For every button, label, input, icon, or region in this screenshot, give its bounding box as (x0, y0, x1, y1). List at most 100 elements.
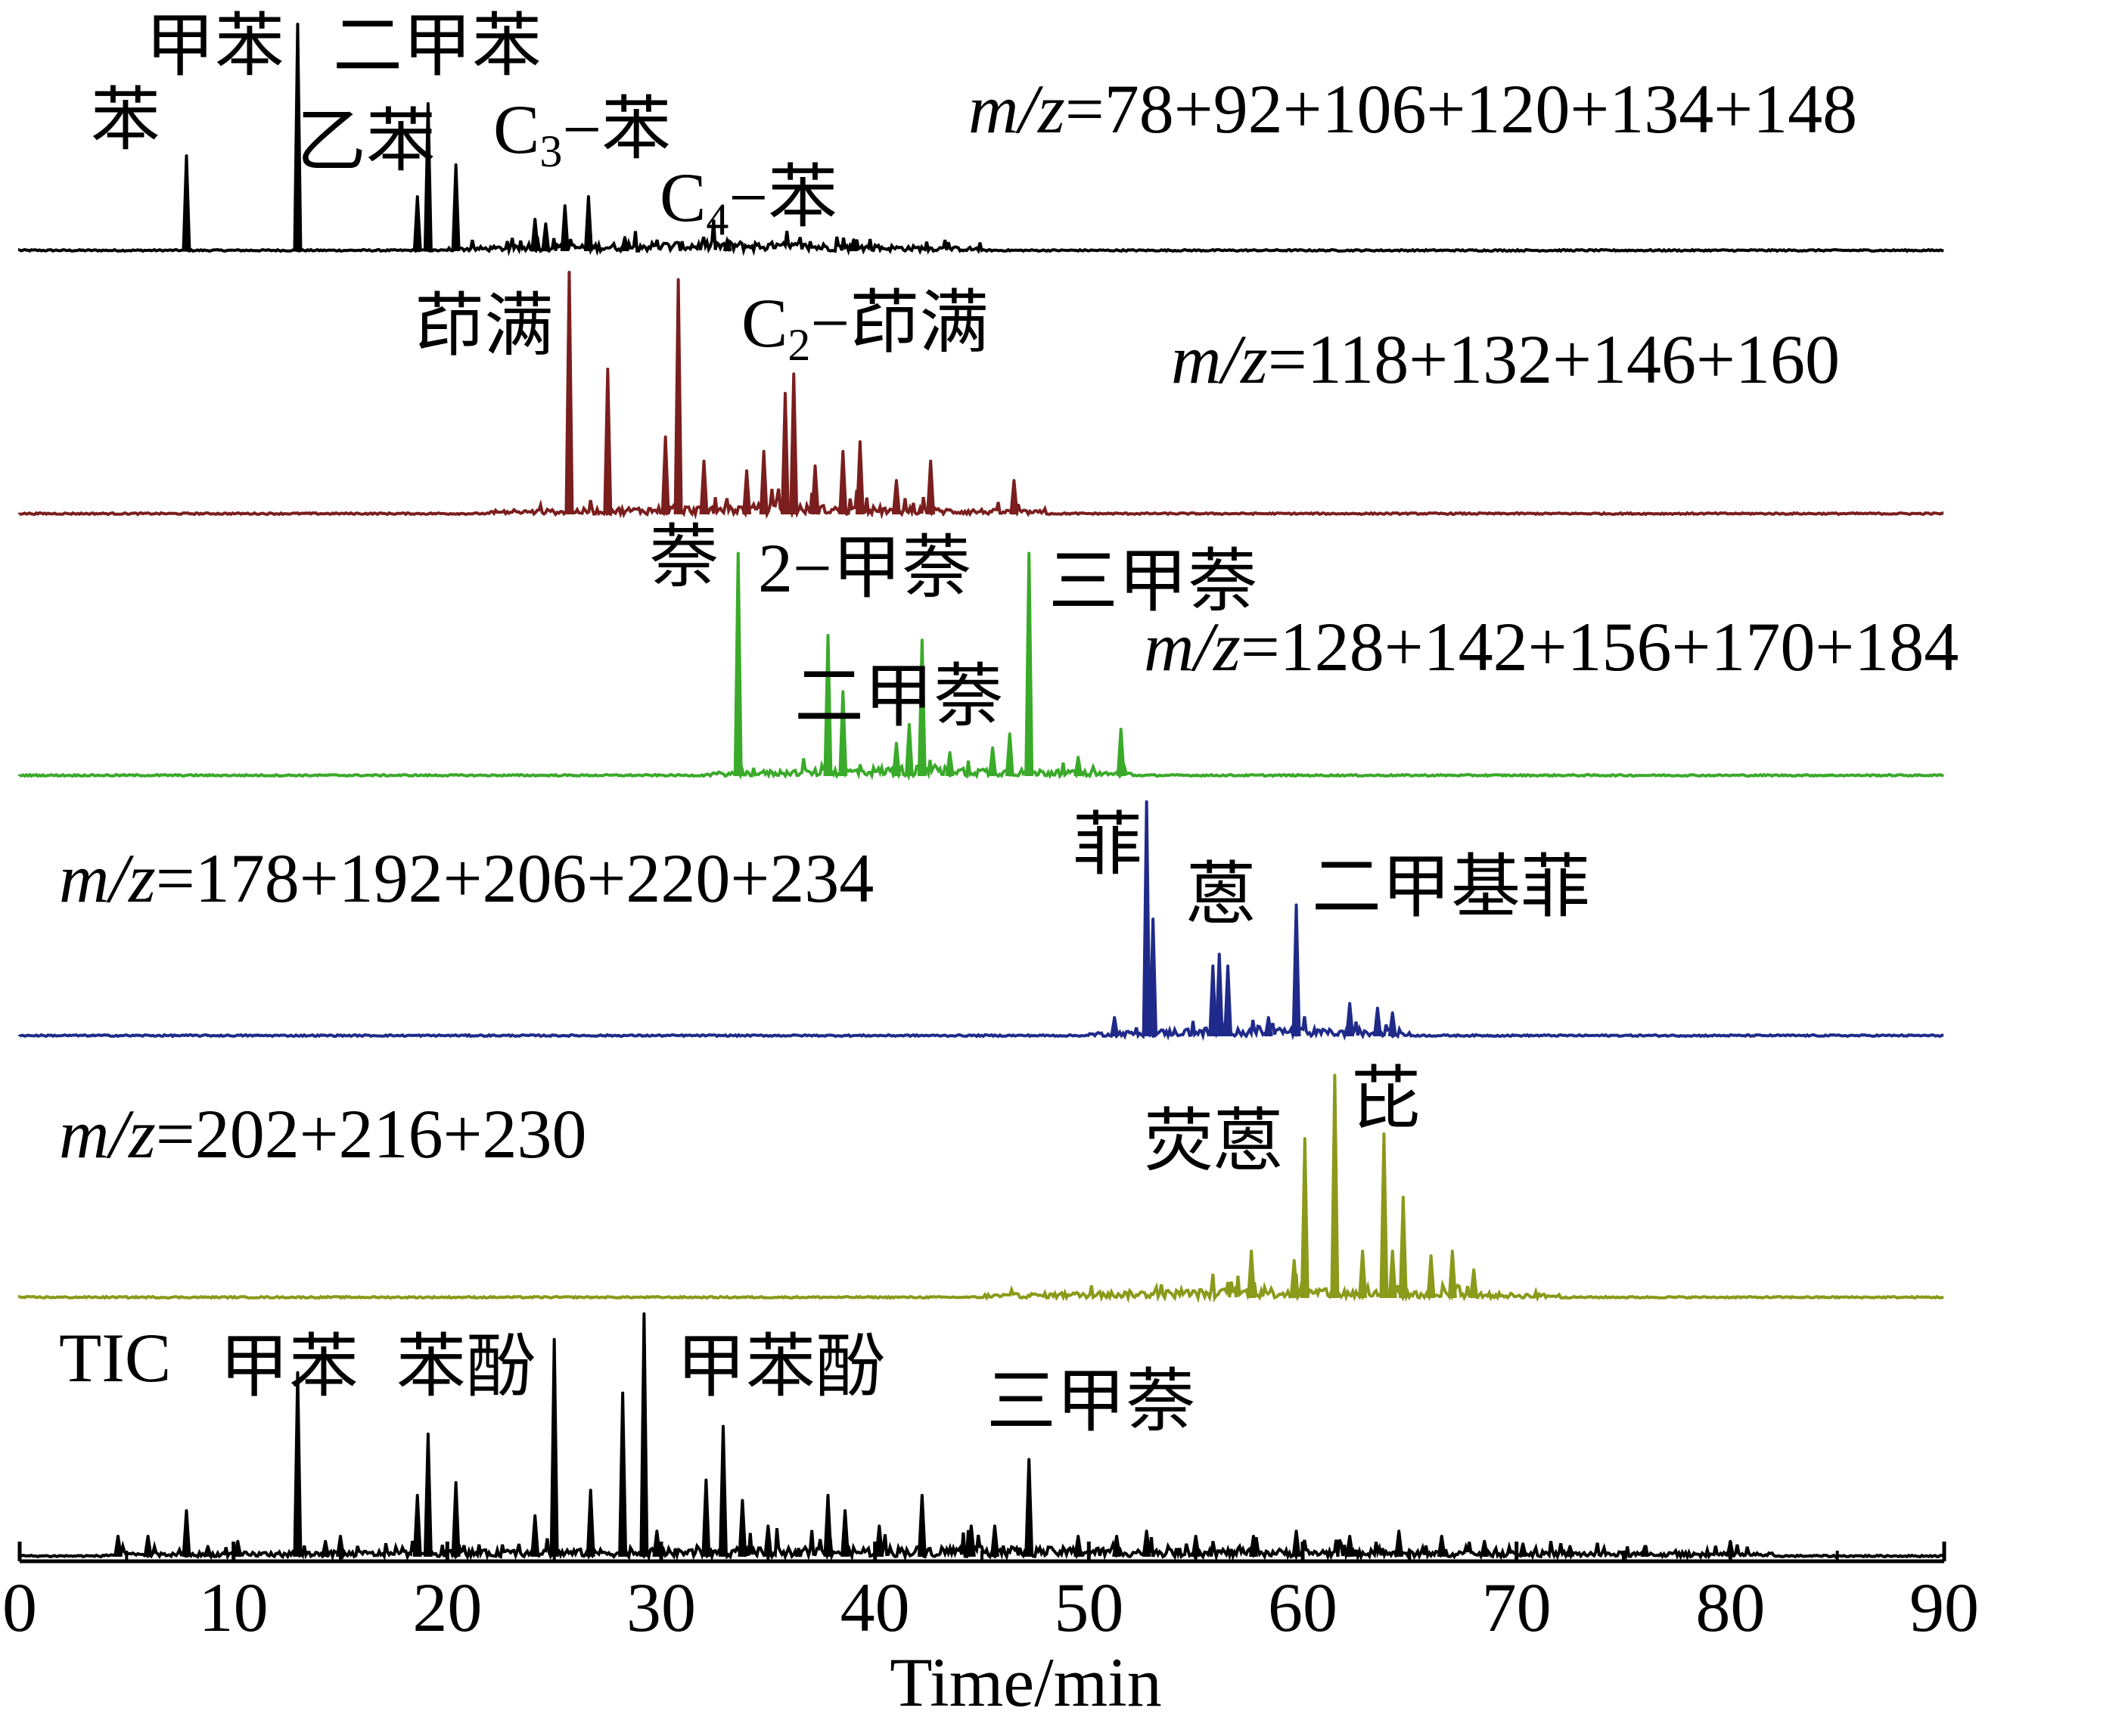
p1-annotation-c3-suffix: −苯 (562, 91, 671, 168)
p4-peak-5 (1223, 964, 1233, 1037)
x-tick-label-90: 90 (1909, 1569, 1979, 1646)
p4-ion-prefix: m/z (59, 840, 156, 917)
p3-ion-label: m/z=128+142+156+170+184 (1144, 608, 1959, 685)
p3-annotation-naphthalene: 萘 (649, 519, 719, 596)
p2-peak-2 (660, 435, 670, 515)
x-axis: 0 10 20 30 40 50 60 70 80 90 (2, 1542, 1979, 1646)
p3-annotation-trimethylnaphthalene: 三甲萘 (1049, 543, 1257, 620)
p2-annotation-c2-indane: C2−茚满 (741, 284, 989, 370)
p2-peak-7 (780, 392, 790, 515)
p5-trace-group (18, 1073, 1944, 1303)
p2-annotation-indane: 茚满 (415, 287, 554, 365)
p2-peak-8 (789, 372, 799, 515)
p5-annotation-fluoranthene: 荧蒽 (1144, 1103, 1283, 1180)
p1-trace-group (18, 23, 1944, 257)
p5-baseline-trace (18, 1273, 1944, 1303)
p5-peak-4 (1358, 1250, 1368, 1299)
p1-peak-5 (530, 218, 540, 252)
p6-peak-19 (738, 1498, 747, 1557)
p6-peak-34 (1345, 1534, 1355, 1557)
p2-peak-11 (855, 440, 865, 515)
p3-peak-1 (823, 634, 833, 777)
p4-peak-4 (1214, 952, 1224, 1037)
p1-peak-11 (849, 238, 859, 252)
p2-peak-4 (699, 459, 709, 515)
p3-peak-9 (1024, 551, 1034, 777)
x-tick-label-20: 20 (412, 1569, 482, 1646)
p3-peak-7 (988, 746, 998, 777)
p6-peak-12 (549, 1337, 559, 1557)
p2-peak-6 (759, 449, 769, 515)
p6-peak-17 (701, 1478, 711, 1557)
p6-peak-39 (1565, 1545, 1575, 1557)
p4-annotation-anthracene: 蒽 (1186, 856, 1256, 933)
p1-peak-10 (722, 238, 732, 252)
p2-trace-group (18, 271, 1944, 520)
p2-peak-13 (926, 459, 936, 515)
p1-annotation-ethylbenzene: 乙苯 (297, 103, 436, 180)
p5-ion-values: =202+216+230 (156, 1095, 587, 1172)
p6-peak-13 (586, 1489, 595, 1557)
p4-ion-label: m/z=178+192+206+220+234 (59, 840, 874, 917)
p5-peak-8 (1426, 1254, 1436, 1299)
x-tick-label-60: 60 (1268, 1569, 1337, 1646)
p3-peak-2 (838, 690, 848, 777)
p3-peak-5 (917, 638, 927, 777)
p2-peak-14 (1009, 479, 1019, 515)
p6-peak-1 (143, 1534, 153, 1557)
p1-peak-3 (423, 102, 433, 252)
p3-peak-11 (1116, 728, 1126, 777)
p3-peak-4 (904, 722, 914, 777)
p6-peak-24 (917, 1493, 927, 1557)
p2-peak-10 (838, 449, 848, 515)
p6-peak-4 (233, 1539, 243, 1557)
p5-peak-9 (1447, 1250, 1457, 1299)
p3-peak-6 (945, 751, 955, 777)
p5-peak-3 (1330, 1073, 1340, 1299)
p6-peak-27 (1024, 1458, 1034, 1557)
p6-annotation-phenol: 苯酚 (396, 1328, 536, 1405)
p1-annotation-benzene: 苯 (91, 82, 160, 159)
p3-peak-10 (1073, 756, 1083, 777)
p1-peak-9 (620, 236, 629, 252)
p5-ion-label: m/z=202+216+230 (59, 1095, 586, 1172)
p6-peak-22 (840, 1509, 850, 1557)
p2-peak-5 (742, 469, 752, 515)
p6-peak-0 (113, 1534, 123, 1557)
p1-peak-4 (451, 163, 461, 252)
p5-peak-1 (1289, 1259, 1299, 1299)
p6-peak-37 (1480, 1539, 1490, 1557)
p6-peak-35 (1394, 1529, 1404, 1557)
p6-peak-33 (1291, 1529, 1301, 1557)
p2-ion-label: m/z=118+132+146+160 (1171, 321, 1840, 398)
p4-peak-10 (1387, 1011, 1397, 1037)
p5-annotation-pyrene: 芘 (1351, 1061, 1421, 1138)
p6-peak-8 (412, 1493, 422, 1557)
p5-peak-10 (1469, 1268, 1479, 1299)
p1-peak-0 (182, 154, 191, 252)
p6-peak-3 (203, 1545, 213, 1557)
p2-peak-9 (810, 464, 820, 515)
p6-annotation-trimethylnaphthalene: 三甲萘 (986, 1363, 1195, 1440)
p2-baseline-trace (18, 488, 1944, 520)
p4-peak-8 (1345, 1002, 1355, 1037)
p3-ion-values: =128+142+156+170+184 (1241, 608, 1959, 685)
p1-ion-values: =78+92+106+120+134+148 (1065, 70, 1857, 148)
p1-peak-1 (293, 23, 303, 252)
p6-peak-18 (718, 1424, 728, 1557)
p2-peak-12 (891, 479, 901, 515)
p4-ion-values: =178+192+206+220+234 (156, 840, 874, 917)
p6-peak-14 (618, 1391, 628, 1557)
p1-annotation-c4-suffix: −苯 (729, 159, 837, 236)
p3-ion-prefix: m/z (1144, 608, 1241, 685)
p6-peak-29 (1112, 1534, 1122, 1557)
p6-peak-10 (451, 1480, 461, 1557)
p1-annotation-c3-benzene: C3−苯 (493, 91, 671, 176)
p6-peak-5 (293, 1371, 303, 1557)
p6-peak-40 (1640, 1545, 1650, 1557)
p3-baseline-trace (18, 758, 1944, 781)
p1-ion-label: m/z=78+92+106+120+134+148 (968, 70, 1857, 148)
p6-peak-16 (652, 1529, 662, 1557)
p5-peak-7 (1398, 1195, 1408, 1299)
